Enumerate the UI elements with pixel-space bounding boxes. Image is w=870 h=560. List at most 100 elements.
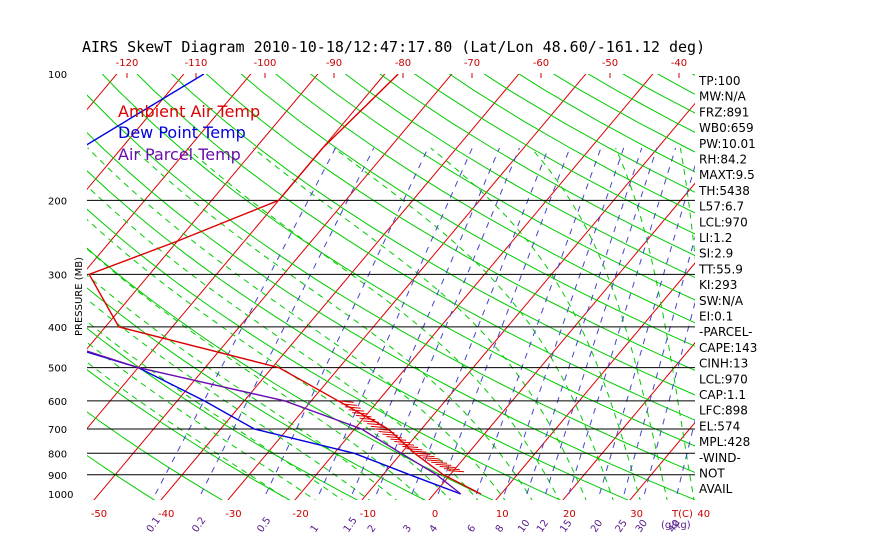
dry-adiabat-line [0, 55, 23, 503]
dry-adiabat-line [552, 74, 695, 153]
top-temp-tick-label: -120 [116, 58, 139, 69]
mixing-ratio-label: 1 [309, 523, 322, 535]
top-temp-tick-label: -90 [326, 58, 342, 69]
mixing-ratio-label: 30 [634, 518, 650, 535]
top-temp-tick-label: -80 [395, 58, 411, 69]
mixing-ratio-line [545, 147, 658, 495]
isotherm-line [629, 421, 695, 500]
index-item: LCL:970 [699, 215, 748, 229]
dry-adiabat-line [101, 74, 695, 447]
top-temp-tick-label: -110 [185, 58, 208, 69]
cape-hatch-line [422, 457, 439, 460]
pressure-tick-label: 600 [48, 397, 67, 408]
isotherm-line [294, 74, 654, 500]
cape-hatch-line [374, 428, 391, 431]
index-item: MPL:428 [699, 435, 750, 449]
isotherm-line [762, 55, 870, 503]
mixing-ratio-label: 1.5 [342, 515, 360, 534]
mixing-ratio-label: 2 [366, 523, 379, 535]
mixing-ratio-label: 10 [516, 518, 532, 535]
pressure-tick-label: 800 [48, 449, 67, 460]
pressure-tick-label: 500 [48, 364, 67, 375]
index-item: EL:574 [699, 419, 740, 433]
bottom-temp-tick-label: 0 [432, 509, 438, 520]
index-item: RH:84.2 [699, 153, 747, 167]
moist-adiabat-line [530, 147, 668, 500]
dry-adiabat-line [691, 74, 695, 76]
mixing-ratio-label: 6 [466, 523, 479, 535]
index-item: -PARCEL- [699, 325, 753, 339]
isotherm-line [361, 102, 695, 500]
isotherm-line [227, 74, 587, 500]
isotherm-line [829, 55, 870, 503]
mixing-ratio-line [376, 147, 520, 495]
cape-hatch-line [370, 425, 387, 429]
bottom-temp-tick-label: 20 [563, 509, 576, 520]
dry-adiabat-line [136, 74, 695, 421]
top-temp-tick-label: -70 [464, 58, 480, 69]
series-line-air-parcel-temp [87, 350, 462, 495]
bottom-temp-tick-label: 10 [496, 509, 509, 520]
index-item: WB0:659 [699, 121, 754, 135]
dry-adiabat-line [275, 74, 695, 324]
mixing-ratio-label: 0.5 [255, 515, 273, 534]
isotherm-line [93, 74, 453, 500]
bottom-temp-tick-label: -10 [360, 509, 376, 520]
cape-hatch-line [443, 468, 460, 471]
moist-adiabat-line [615, 147, 695, 500]
mixing-ratio-label: 12 [535, 518, 551, 535]
isotherm-line [495, 262, 695, 500]
index-item: -WIND- [699, 451, 741, 465]
cape-hatch-line [345, 406, 361, 409]
mixing-ratio-line [200, 147, 375, 495]
cape-hatch-line [398, 443, 415, 446]
pressure-tick-label: 700 [48, 425, 67, 436]
mixing-ratio-line [568, 147, 677, 495]
mixing-ratio-line [503, 147, 625, 495]
dry-adiabat-line [379, 74, 695, 257]
moist-adiabat-line [186, 147, 560, 500]
index-item: CAPE:143 [699, 341, 757, 355]
pressure-tick-label: 400 [48, 323, 67, 334]
mixing-ratio-line [265, 147, 429, 495]
cape-hatch-line [448, 470, 465, 473]
dry-adiabat-line [309, 74, 695, 301]
index-item: TP:100 [698, 74, 741, 88]
dry-adiabat-line [87, 454, 156, 500]
legend-dewpoint: Dew Point Temp [118, 123, 246, 142]
cape-hatch-line [435, 463, 452, 466]
dry-adiabat-line [240, 74, 695, 347]
cape-hatch-line [431, 461, 448, 464]
cape-hatch-line [386, 436, 403, 439]
index-item: AVAIL [699, 482, 733, 496]
cape-hatch-line [414, 452, 431, 455]
mixing-ratio-line [475, 147, 602, 495]
isobar-lines [87, 199, 695, 476]
isotherm-line [160, 74, 520, 500]
dry-adiabat-lines [0, 55, 870, 503]
mixing-ratio-label: 25 [614, 518, 630, 535]
cape-hatch-line [338, 400, 354, 403]
dry-adiabat-line [87, 369, 291, 500]
top-temp-tick-label: -100 [254, 58, 277, 69]
isotherm-line [87, 74, 185, 191]
dry-adiabat-line [205, 74, 695, 371]
dry-adiabat-line [171, 74, 695, 396]
dry-adiabat-line [859, 55, 870, 503]
mixing-ratio-line [437, 147, 571, 495]
mixing-ratio-label: 0.2 [190, 515, 208, 534]
cape-hatch-line [418, 455, 435, 458]
mixing-ratio-label: 8 [494, 523, 507, 535]
dry-adiabat-line [483, 74, 695, 193]
mixing-ratio-unit-label: (g/kg) [661, 520, 691, 531]
dry-adiabat-line [791, 55, 870, 503]
index-item: TH:5438 [698, 184, 750, 198]
mixing-ratio-line [526, 147, 643, 495]
isotherm-line [87, 74, 319, 350]
index-item: LI:1.2 [699, 231, 732, 245]
bottom-temp-tick-label: -40 [158, 509, 174, 520]
isotherm-line [428, 182, 695, 500]
